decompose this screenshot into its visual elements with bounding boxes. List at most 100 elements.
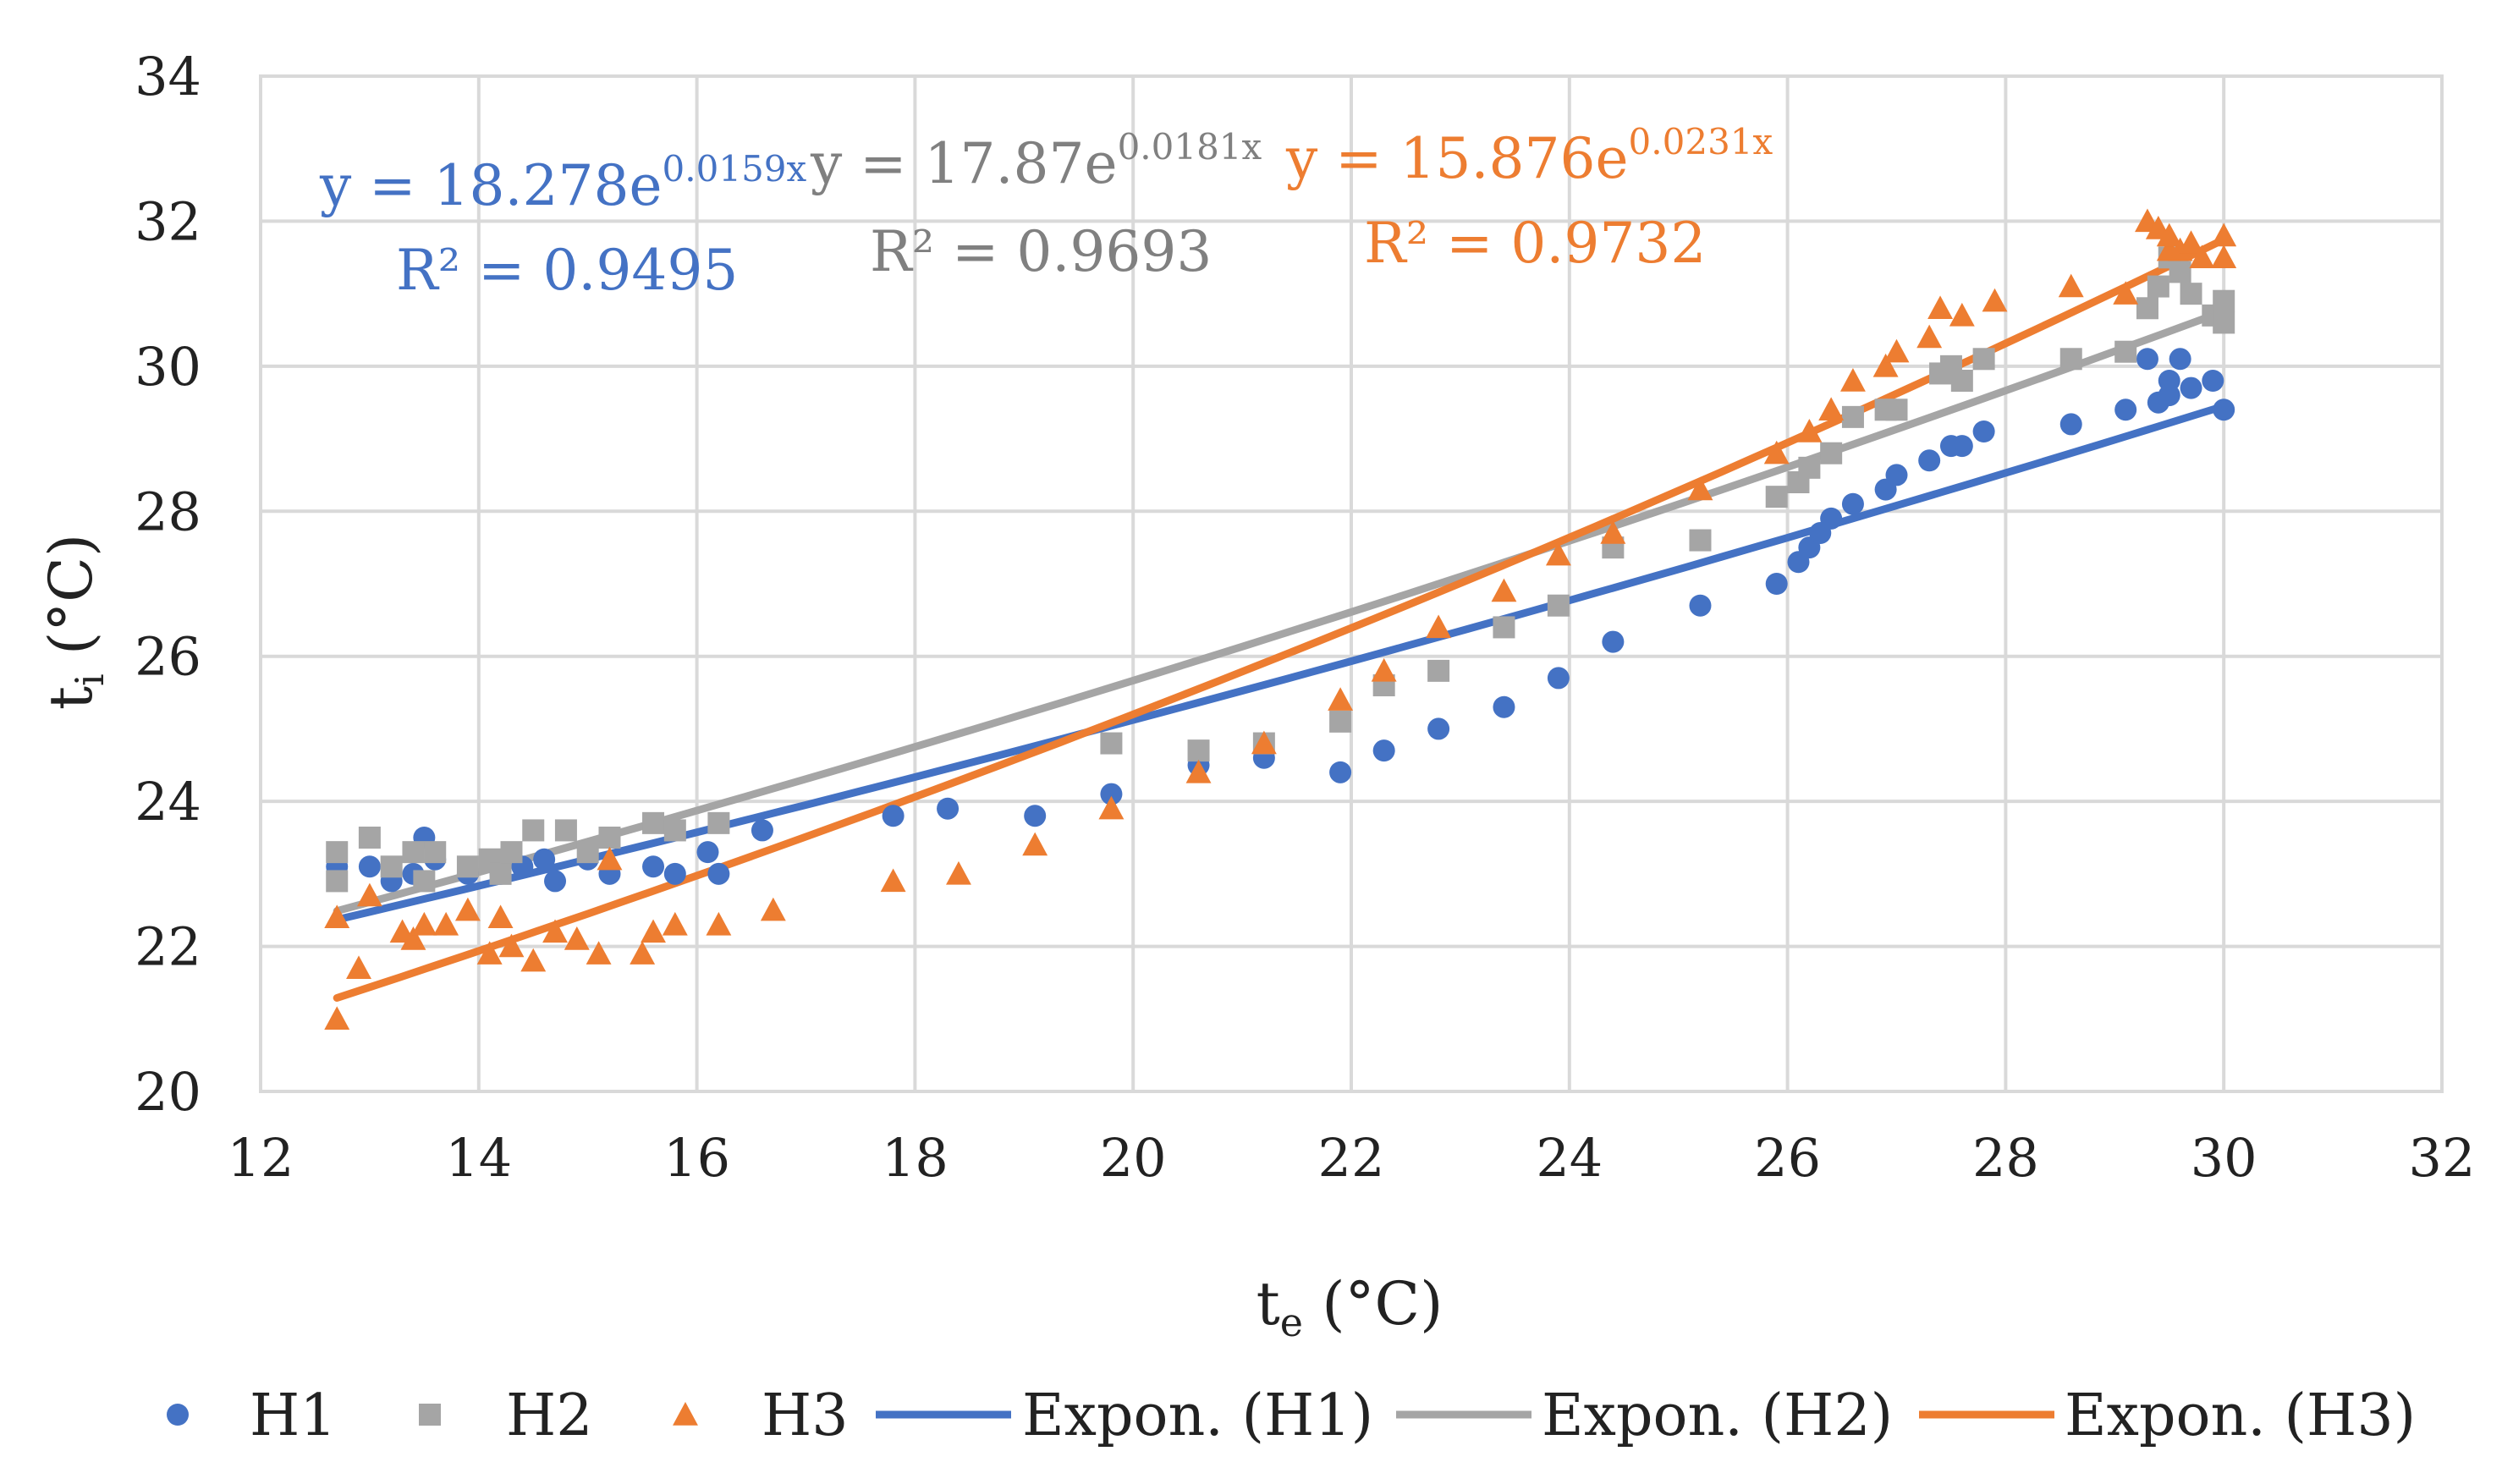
point-h1-14 — [663, 862, 686, 885]
point-h2-15 — [642, 811, 665, 834]
point-h2-44 — [2169, 261, 2191, 283]
point-h3-10 — [487, 904, 514, 928]
y-tick-label-32: 32 — [135, 190, 201, 252]
point-h3-30 — [1426, 614, 1452, 639]
legend-item-h1: H1 — [167, 1382, 337, 1449]
point-h1-49 — [2169, 348, 2191, 371]
point-h2-31 — [1820, 442, 1843, 464]
plot-frame — [259, 74, 2444, 1093]
x-axis-title-sub: e — [1280, 1300, 1303, 1345]
point-h3-6 — [411, 911, 437, 936]
equation-h1: y = 18.278e0.0159x — [319, 148, 807, 218]
point-h2-16 — [663, 819, 686, 842]
point-h2-32 — [1841, 405, 1864, 428]
point-h3-24 — [1022, 832, 1048, 856]
y-axis-title-sub: i — [67, 673, 113, 686]
x-tick-label-12: 12 — [228, 1127, 294, 1189]
x-axis-title: te (°C) — [1256, 1269, 1443, 1345]
point-h3-9 — [476, 941, 503, 965]
point-h3-13 — [542, 919, 568, 943]
y-axis-title-unit: (°C) — [36, 534, 106, 673]
point-h1-39 — [1918, 449, 1941, 472]
y-tick-label-26: 26 — [135, 626, 201, 688]
legend-item-expon-h2: Expon. (H2) — [1396, 1382, 1893, 1449]
point-h3-7 — [433, 911, 459, 936]
point-h1-20 — [1024, 805, 1047, 827]
point-h3-22 — [880, 868, 906, 893]
x-axis-title-base: t — [1256, 1269, 1280, 1338]
x-tick-label-14: 14 — [445, 1127, 512, 1189]
point-h1-15 — [696, 841, 719, 864]
legend-label-expon-h2: Expon. (H2) — [1542, 1382, 1893, 1449]
legend-item-h2: H2 — [419, 1382, 593, 1449]
point-h3-15 — [586, 941, 612, 965]
point-h2-41 — [2136, 297, 2158, 320]
point-h3-31 — [1491, 578, 1517, 602]
point-h2-7 — [456, 855, 479, 878]
point-h1-24 — [1329, 761, 1352, 783]
x-tick-label-28: 28 — [1972, 1127, 2039, 1189]
point-h1-44 — [2114, 398, 2137, 421]
point-h2-2 — [358, 827, 381, 849]
point-h1-26 — [1427, 717, 1450, 740]
point-h1-16 — [707, 862, 730, 885]
point-h2-42 — [2147, 275, 2169, 298]
point-h3-54 — [2211, 245, 2237, 268]
point-h1-18 — [882, 805, 905, 827]
point-h1-43 — [2059, 413, 2082, 436]
point-h3-26 — [1185, 759, 1212, 783]
point-h1-13 — [642, 855, 665, 878]
point-h3-42 — [1927, 295, 1954, 319]
point-h1-50 — [2180, 376, 2202, 399]
point-h3-11 — [498, 933, 525, 958]
point-h3-8 — [454, 897, 481, 921]
point-h3-0 — [324, 1006, 350, 1030]
point-h3-35 — [1763, 440, 1790, 464]
y-tick-label-28: 28 — [135, 481, 201, 542]
point-h3-20 — [706, 911, 732, 936]
legend-label-h1: H1 — [250, 1382, 337, 1449]
point-h2-21 — [1329, 710, 1352, 733]
point-h2-1 — [326, 870, 349, 893]
point-h2-13 — [576, 841, 599, 864]
r2-h3: R² = 0.9732 — [1364, 211, 1706, 276]
point-h1-29 — [1602, 630, 1625, 653]
x-tick-label-32: 32 — [2409, 1127, 2476, 1189]
legend-label-h2: H2 — [506, 1382, 593, 1449]
point-h2-19 — [1187, 739, 1210, 762]
legend-symbol-h2 — [419, 1404, 441, 1426]
point-h1-52 — [2213, 398, 2235, 421]
equation-h2-prefix: y = 17.87e — [810, 131, 1118, 196]
point-h3-28 — [1328, 687, 1354, 711]
x-tick-label-30: 30 — [2191, 1127, 2257, 1189]
legend-item-expon-h3: Expon. (H3) — [1919, 1382, 2416, 1449]
equation-h2-exponent: 0.0181x — [1118, 126, 1262, 168]
point-h1-10 — [544, 870, 567, 893]
series-h2 — [326, 246, 2235, 893]
x-axis-title-unit: (°C) — [1303, 1269, 1443, 1338]
point-h1-36 — [1841, 492, 1864, 515]
point-h3-5 — [400, 926, 426, 950]
legend-label-expon-h1: Expon. (H1) — [1022, 1382, 1373, 1449]
trendline-expon-h1 — [333, 402, 2228, 924]
point-h2-24 — [1493, 616, 1515, 639]
point-h2-28 — [1765, 486, 1788, 508]
point-h1-48 — [2158, 384, 2180, 407]
point-h2-14 — [598, 827, 621, 849]
r2-h1: R² = 0.9495 — [396, 238, 738, 303]
x-tick-label-16: 16 — [663, 1127, 730, 1189]
point-h3-17 — [630, 941, 656, 965]
point-h3-46 — [2113, 281, 2139, 305]
point-h3-44 — [1982, 288, 2008, 312]
point-h3-37 — [1818, 397, 1845, 420]
legend-label-h3: H3 — [762, 1382, 849, 1449]
point-h2-47 — [2213, 311, 2235, 334]
point-h2-4 — [402, 841, 425, 864]
point-h3-50 — [2156, 223, 2182, 247]
y-tick-label-20: 20 — [135, 1061, 201, 1123]
point-h1-27 — [1493, 695, 1515, 718]
point-h2-34 — [1885, 398, 1908, 421]
point-h1-25 — [1372, 739, 1395, 762]
